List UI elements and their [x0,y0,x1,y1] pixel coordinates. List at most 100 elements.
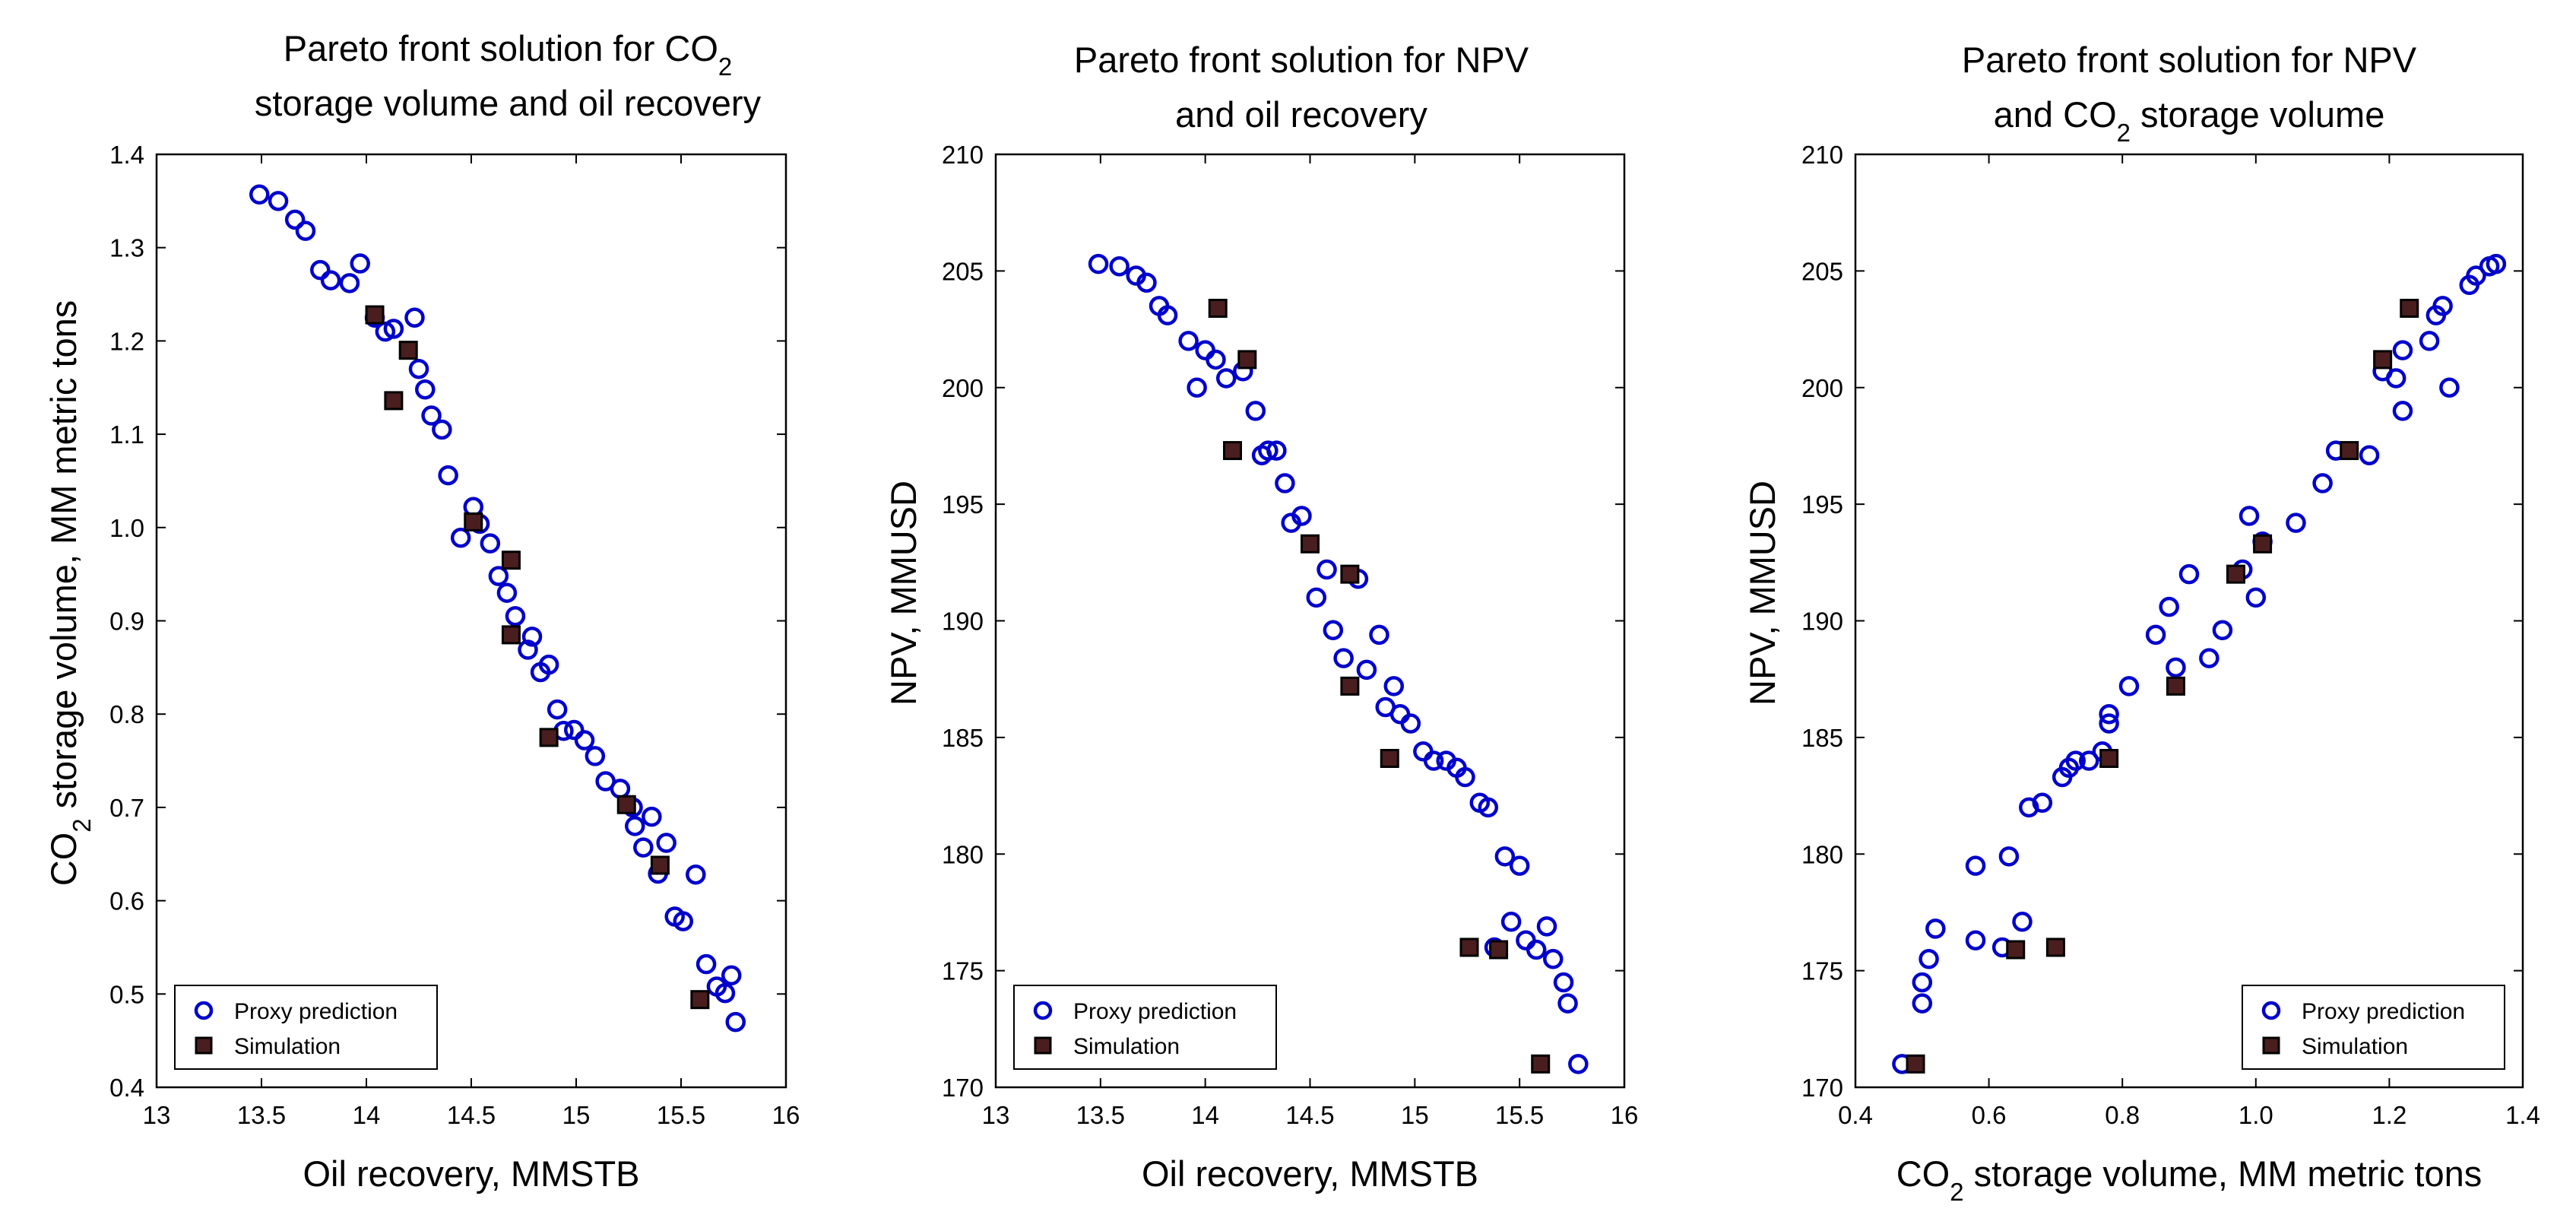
proxy-prediction-point [2359,445,2380,465]
simulation-point [616,795,636,814]
proxy-prediction-point [415,379,436,400]
x-tick-label: 1.0 [2239,1101,2273,1129]
proxy-prediction-point [1912,993,1933,1014]
simulation-point [1489,940,1509,960]
proxy-prediction-point [2385,368,2406,389]
simulation-point [384,391,404,411]
proxy-prediction-point [2312,473,2333,493]
legend-proxy-label: Proxy prediction [2302,999,2465,1024]
proxy-prediction-point [450,528,471,548]
y-tick-label: 205 [942,257,984,285]
proxy-prediction-point [1245,401,1266,421]
proxy-prediction-point [625,816,645,836]
proxy-prediction-point [1543,949,1564,969]
simulation-point [2006,940,2026,960]
proxy-prediction-point [2099,713,2119,734]
proxy-prediction-point [725,1011,746,1033]
proxy-prediction-point [249,184,270,205]
proxy-prediction-point [1455,766,1475,788]
simulation-point [2166,676,2185,696]
proxy-prediction-point [339,273,360,293]
proxy-prediction-point [1478,797,1499,818]
proxy-prediction-point [633,837,654,858]
legend-simulation-marker [195,1036,213,1055]
y-tick-label: 0.7 [109,794,144,822]
x-axis-label: Oil recovery, MMSTB [303,1153,639,1194]
proxy-prediction-point [2099,703,2119,725]
simulation-point [2099,748,2119,768]
simulation-point [2226,564,2245,584]
proxy-prediction-point [547,699,568,720]
proxy-prediction-point [642,806,662,827]
simulation-point [501,550,521,570]
x-tick-label: 15 [562,1101,591,1129]
proxy-prediction-point [2199,648,2220,668]
legend-simulation-marker [1034,1036,1052,1055]
chart-panel-2: Pareto front solution for NPV and oil rec… [883,40,1638,1194]
proxy-prediction-point [1291,506,1312,526]
proxy-prediction-point [686,864,706,885]
simulation-point [365,305,385,325]
simulation-point [539,728,559,747]
legend-proxy-label: Proxy prediction [234,999,398,1024]
legend-simulation-label: Simulation [2302,1034,2408,1059]
chart-title-line-2: and oil recovery [1175,94,1427,135]
proxy-prediction-point [1998,846,2020,867]
x-axis-label: CO2 storage volume, MM metric tons [1896,1153,2483,1206]
proxy-prediction-point [1306,587,1327,608]
proxy-prediction-point [1333,648,1354,668]
legend: Proxy prediction Simulation [174,985,438,1070]
x-tick-label: 16 [772,1101,800,1129]
proxy-prediction-point [574,730,595,750]
proxy-prediction-point [2419,331,2440,351]
x-tick-label: 13.5 [237,1101,286,1129]
y-tick-label: 185 [1801,724,1843,752]
y-tick-label: 0.4 [109,1074,144,1102]
proxy-prediction-point [1494,846,1516,867]
x-tick-label: 1.4 [2505,1101,2540,1129]
y-tick-label: 0.9 [109,608,144,636]
proxy-prediction-point [721,965,742,986]
y-tick-label: 175 [1801,957,1843,985]
proxy-prediction-point [350,253,370,274]
proxy-prediction-point [404,307,425,328]
x-tick-label: 15 [1401,1101,1429,1129]
proxy-prediction-point [1136,272,1157,293]
proxy-prediction-point [673,911,694,931]
legend-box [174,985,438,1070]
proxy-prediction-point [1317,559,1337,580]
proxy-prediction-point [2159,596,2179,617]
simulation-point [464,512,483,531]
simulation-point [1531,1054,1551,1074]
legend-simulation-marker [2262,1036,2280,1055]
simulation-point [398,341,418,360]
proxy-prediction-point [421,405,442,426]
simulation-point [1223,441,1243,461]
proxy-prediction-point [1157,305,1178,325]
simulation-point [1380,748,1399,768]
y-tick-label: 0.8 [109,700,144,728]
proxy-prediction-point [268,191,289,211]
proxy-prediction-point [1423,750,1444,771]
y-tick-label: 170 [942,1074,984,1102]
proxy-prediction-point [295,221,316,241]
proxy-prediction-point [1965,855,1986,876]
proxy-prediction-point [1323,620,1344,641]
proxy-prediction-point [2212,620,2233,641]
proxy-prediction-point [2118,676,2140,696]
proxy-prediction-point [1275,473,1295,493]
proxy-prediction-point [2178,563,2200,585]
proxy-prediction-point [1557,993,1578,1014]
proxy-prediction-point [2439,377,2460,398]
y-tick-label: 180 [942,840,984,868]
proxy-prediction-point [1925,918,1946,939]
simulation-point [501,625,521,645]
x-tick-label: 0.6 [1972,1101,2007,1129]
proxy-prediction-point [2432,296,2453,316]
proxy-prediction-point [585,746,606,766]
proxy-prediction-point [1178,331,1199,351]
x-tick-label: 0.8 [2105,1101,2140,1129]
y-tick-label: 1.3 [109,234,144,262]
proxy-prediction-point [1266,440,1287,461]
